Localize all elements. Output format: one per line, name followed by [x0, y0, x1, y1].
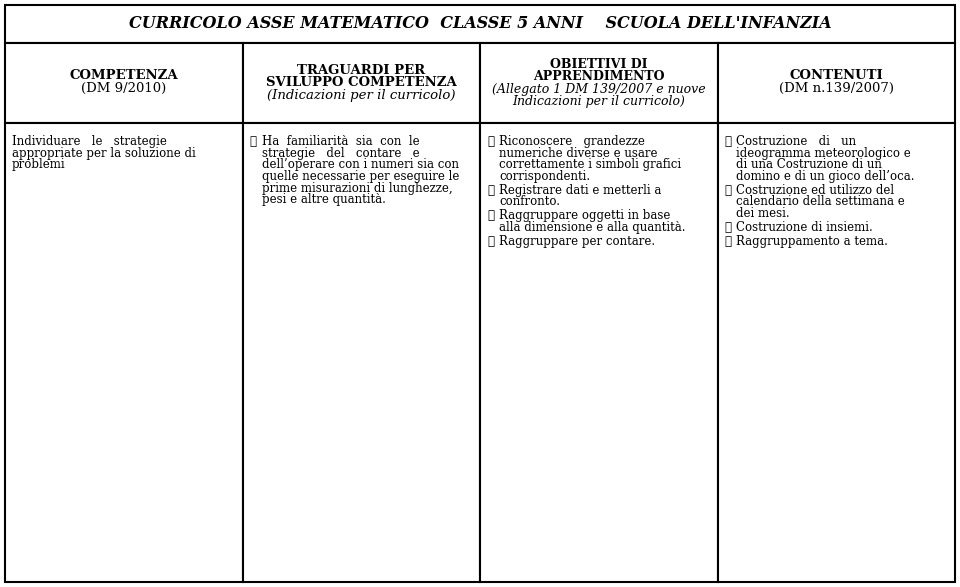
Bar [480, 123, 717, 582]
Text: OBIETTIVI DI: OBIETTIVI DI [550, 58, 647, 71]
Text: corrispondenti.: corrispondenti. [499, 170, 590, 183]
Text: dei mesi.: dei mesi. [736, 207, 790, 220]
Text: quelle necessarie per eseguire le: quelle necessarie per eseguire le [261, 170, 459, 183]
Text: SVILUPPO COMPETENZA: SVILUPPO COMPETENZA [266, 76, 457, 89]
Text: ➤: ➤ [487, 184, 494, 197]
Text: Ha  familiarità  sia  con  le: Ha familiarità sia con le [261, 135, 420, 148]
Bar [5, 5, 955, 43]
Text: dell’operare con i numeri sia con: dell’operare con i numeri sia con [261, 158, 459, 171]
Text: di una Costruzione di un: di una Costruzione di un [736, 158, 882, 171]
Text: ➤: ➤ [725, 135, 732, 148]
Bar [243, 123, 480, 582]
Text: ➤: ➤ [725, 221, 732, 234]
Text: ideogramma meteorologico e: ideogramma meteorologico e [736, 147, 911, 160]
Text: ➤: ➤ [487, 135, 494, 148]
Text: ➤: ➤ [725, 235, 732, 248]
Text: (Allegato 1 DM 139/2007 e nuove: (Allegato 1 DM 139/2007 e nuove [492, 83, 706, 96]
Text: Registrare dati e metterli a: Registrare dati e metterli a [499, 184, 661, 197]
Text: COMPETENZA: COMPETENZA [69, 69, 178, 82]
Text: Costruzione ed utilizzo del: Costruzione ed utilizzo del [736, 184, 895, 197]
Text: CURRICOLO ASSE MATEMATICO  CLASSE 5 ANNI    SCUOLA DELL'INFANZIA: CURRICOLO ASSE MATEMATICO CLASSE 5 ANNI … [129, 15, 831, 32]
Bar [480, 43, 717, 123]
Text: ➤: ➤ [487, 209, 494, 222]
Text: alla dimensione e alla quantità.: alla dimensione e alla quantità. [499, 221, 685, 234]
Text: APPRENDIMENTO: APPRENDIMENTO [533, 70, 664, 83]
Text: calendario della settimana e: calendario della settimana e [736, 195, 905, 208]
Text: Costruzione di insiemi.: Costruzione di insiemi. [736, 221, 874, 234]
Text: Individuare   le   strategie: Individuare le strategie [12, 135, 167, 148]
Bar [243, 43, 480, 123]
Text: pesi e altre quantità.: pesi e altre quantità. [261, 194, 385, 207]
Text: Raggruppare per contare.: Raggruppare per contare. [499, 235, 655, 248]
Text: confronto.: confronto. [499, 195, 560, 208]
Text: Riconoscere   grandezze: Riconoscere grandezze [499, 135, 645, 148]
Text: (DM n.139/2007): (DM n.139/2007) [779, 82, 894, 95]
Text: ➤: ➤ [725, 184, 732, 197]
Text: CONTENUTI: CONTENUTI [789, 69, 883, 82]
Text: TRAGUARDI PER: TRAGUARDI PER [298, 64, 425, 77]
Text: ➤: ➤ [487, 235, 494, 248]
Text: numeriche diverse e usare: numeriche diverse e usare [499, 147, 658, 160]
Text: correttamente i simboli grafici: correttamente i simboli grafici [499, 158, 682, 171]
Text: (DM 9/2010): (DM 9/2010) [82, 82, 166, 95]
Text: ➤: ➤ [250, 135, 256, 148]
Text: problemi: problemi [12, 158, 65, 171]
Text: Raggruppamento a tema.: Raggruppamento a tema. [736, 235, 888, 248]
Text: Indicazioni per il curricolo): Indicazioni per il curricolo) [513, 95, 685, 108]
Text: strategie   del   contare   e: strategie del contare e [261, 147, 420, 160]
Bar [717, 123, 955, 582]
Text: Costruzione   di   un: Costruzione di un [736, 135, 856, 148]
Text: domino e di un gioco dell’oca.: domino e di un gioco dell’oca. [736, 170, 915, 183]
Text: prime misurazioni di lunghezze,: prime misurazioni di lunghezze, [261, 182, 452, 195]
Bar [5, 123, 243, 582]
Text: (Indicazioni per il curricolo): (Indicazioni per il curricolo) [267, 89, 455, 102]
Bar [5, 43, 243, 123]
Text: Raggruppare oggetti in base: Raggruppare oggetti in base [499, 209, 670, 222]
Text: appropriate per la soluzione di: appropriate per la soluzione di [12, 147, 196, 160]
Bar [717, 43, 955, 123]
